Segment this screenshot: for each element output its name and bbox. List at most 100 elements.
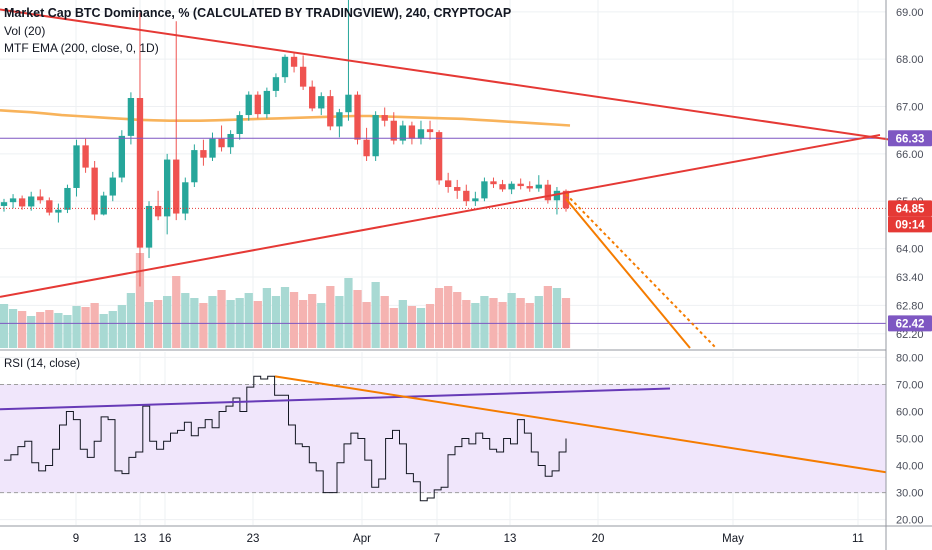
- last-price-label: 64.85: [896, 203, 925, 215]
- last-price-label-bg: [888, 200, 932, 217]
- price-tick-label: 62.20: [896, 329, 924, 341]
- candle-body: [272, 77, 280, 91]
- candle-body: [508, 183, 515, 190]
- volume-bar: [0, 304, 9, 348]
- time-tick-label: 23: [247, 533, 260, 545]
- candle-body: [100, 195, 107, 215]
- candle-body: [281, 56, 289, 78]
- candle-body: [73, 145, 80, 188]
- volume-bar: [244, 293, 253, 348]
- candle-body: [227, 133, 234, 148]
- price-tick-label: 69.00: [896, 7, 924, 19]
- horizontal-levels: [0, 137, 886, 324]
- rsi-14-line: [4, 375, 567, 502]
- volume-bar: [36, 312, 45, 348]
- candle-body: [46, 200, 53, 213]
- volume-bar: [543, 286, 553, 348]
- volume-bar: [425, 304, 435, 348]
- volume-bar: [462, 300, 471, 348]
- candle-body: [145, 205, 153, 248]
- candle-body: [553, 190, 561, 201]
- volume-bar: [371, 282, 380, 348]
- upper-trendline: [0, 8, 891, 141]
- price-tick-label: 63.40: [896, 272, 924, 284]
- candle-body: [499, 184, 506, 190]
- lower-trendline: [0, 133, 881, 298]
- volume-bar: [344, 278, 353, 348]
- candle-body: [82, 145, 89, 168]
- level-label-upper: 66.33: [896, 133, 925, 145]
- volume-bar: [271, 296, 281, 348]
- candle-body: [200, 150, 207, 158]
- volume-bar: [153, 300, 163, 348]
- candle-body: [435, 132, 443, 181]
- volume-bar: [480, 296, 489, 348]
- candle-body: [218, 138, 225, 148]
- volume-bar: [181, 293, 190, 348]
- volume-bar: [226, 300, 235, 348]
- ema-200-line: [0, 109, 571, 127]
- level-label-lower: 62.42: [896, 318, 925, 330]
- candle-body: [309, 86, 316, 109]
- candle-body: [55, 209, 62, 213]
- candle-body: [37, 196, 44, 201]
- volume-bar: [353, 290, 362, 348]
- volume-bar: [99, 314, 108, 348]
- candle-body: [327, 96, 334, 127]
- countdown-label: 09:14: [895, 219, 925, 231]
- time-tick-label: 11: [852, 533, 864, 545]
- price-tick-label: 68.00: [896, 54, 924, 66]
- volume-bar: [335, 296, 344, 348]
- volume-bar: [380, 296, 389, 348]
- rsi-downtrend-line: [274, 375, 887, 474]
- time-tick-label: 16: [159, 533, 172, 545]
- candle-body: [399, 125, 407, 141]
- candle-body: [408, 125, 416, 139]
- volume-bar: [144, 302, 154, 348]
- candle-body: [363, 139, 370, 157]
- volume-bar: [552, 288, 562, 348]
- volume-legend: Vol (20): [4, 24, 46, 38]
- volume-bars: [0, 253, 571, 348]
- volume-bar: [362, 302, 371, 348]
- candle-body: [127, 98, 135, 136]
- volume-bar: [81, 307, 90, 348]
- candle-body: [173, 159, 180, 214]
- volume-bar: [326, 286, 335, 348]
- candle-body: [9, 198, 17, 203]
- candle-body: [444, 180, 452, 188]
- candle-body: [481, 181, 488, 199]
- candle-body: [245, 94, 252, 116]
- projection-line-dotted: [565, 193, 717, 349]
- rsi-tick-label: 50.00: [896, 434, 924, 446]
- candle-body: [109, 177, 116, 196]
- volume-bar: [108, 311, 117, 348]
- candle-body: [91, 167, 98, 215]
- candle-body: [417, 129, 425, 139]
- volume-bar: [525, 303, 534, 348]
- volume-bar: [45, 310, 54, 348]
- volume-bar: [90, 303, 99, 348]
- volume-bar: [117, 305, 126, 348]
- candle-body: [191, 150, 198, 183]
- time-tick-label: 20: [592, 533, 605, 545]
- candle-body: [390, 120, 397, 141]
- candle-body: [463, 190, 470, 202]
- volume-bar: [407, 306, 417, 348]
- volume-bar: [208, 296, 217, 348]
- projection-line-solid: [565, 198, 691, 349]
- candle-body: [490, 181, 497, 185]
- countdown-label-bg: [888, 216, 932, 233]
- candle-body: [182, 182, 189, 214]
- level-label-upper-bg: [888, 130, 932, 147]
- volume-bar: [389, 308, 398, 348]
- volume-bar: [17, 311, 27, 348]
- volume-bar: [163, 296, 172, 348]
- volume-bar: [507, 293, 516, 348]
- candle-body: [472, 198, 479, 202]
- ema-line: [0, 109, 571, 127]
- time-tick-label: 13: [504, 533, 517, 545]
- volume-bar: [289, 292, 299, 348]
- rsi-tick-label: 70.00: [896, 379, 924, 391]
